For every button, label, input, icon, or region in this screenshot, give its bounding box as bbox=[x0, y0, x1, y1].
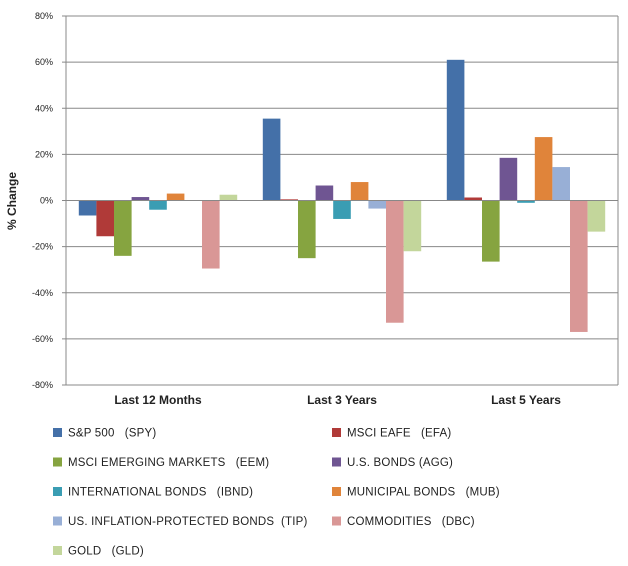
bar bbox=[298, 200, 316, 259]
bar bbox=[517, 200, 535, 203]
bar bbox=[386, 200, 404, 323]
y-tick-labels: -80% -60% -40% -20% 0% 20% 40% 60% 80% bbox=[32, 11, 53, 390]
y-tick-label: 60% bbox=[35, 57, 53, 67]
legend: S&P 500 (SPY) MSCI EAFE (EFA) MSCI EMERGIN… bbox=[53, 428, 500, 558]
bar bbox=[403, 200, 422, 252]
legend-swatch bbox=[332, 457, 341, 467]
x-category-label: Last 12 Months bbox=[114, 393, 202, 407]
legend-label: MSCI EAFE (EFA) bbox=[347, 428, 451, 440]
legend-label: US. INFLATION-PROTECTED BONDS (TIP) bbox=[68, 516, 308, 528]
bar bbox=[219, 194, 238, 201]
y-tick-label: 40% bbox=[35, 103, 53, 113]
bar bbox=[149, 200, 167, 210]
legend-swatch bbox=[53, 516, 62, 526]
legend-swatch bbox=[53, 428, 62, 437]
bar bbox=[350, 182, 369, 201]
bar bbox=[482, 200, 500, 262]
bar bbox=[262, 118, 281, 201]
legend-label: COMMODITIES (DBC) bbox=[347, 516, 475, 528]
legend-swatch bbox=[53, 487, 62, 496]
bar bbox=[131, 197, 150, 201]
y-tick-label: -60% bbox=[32, 334, 53, 344]
bar bbox=[78, 200, 97, 216]
bar bbox=[166, 193, 185, 201]
x-category-label: Last 5 Years bbox=[491, 393, 561, 407]
bar bbox=[464, 197, 482, 201]
y-tick-label: 20% bbox=[35, 149, 53, 159]
legend-label: MUNICIPAL BONDS (MUB) bbox=[347, 487, 500, 499]
axes bbox=[62, 15, 619, 386]
x-category-label: Last 3 Years bbox=[307, 393, 377, 407]
bar bbox=[96, 200, 114, 237]
bar bbox=[534, 137, 553, 201]
y-tick-label: 0% bbox=[40, 196, 53, 206]
legend-label: INTERNATIONAL BONDS (IBND) bbox=[68, 487, 253, 499]
legend-label: GOLD (GLD) bbox=[68, 546, 144, 558]
bar bbox=[333, 200, 351, 219]
x-category-labels: Last 12 Months Last 3 Years Last 5 Years bbox=[114, 393, 561, 407]
legend-label: U.S. BONDS (AGG) bbox=[347, 457, 453, 469]
legend-swatch bbox=[53, 546, 62, 555]
bar bbox=[114, 200, 132, 256]
y-axis-title: % Change bbox=[5, 172, 19, 230]
y-tick-label: -40% bbox=[32, 288, 53, 298]
y-tick-label: 80% bbox=[35, 11, 53, 21]
bar bbox=[499, 157, 518, 201]
bar bbox=[368, 200, 386, 209]
bar bbox=[280, 199, 298, 201]
bar bbox=[587, 200, 606, 232]
legend-swatch bbox=[332, 428, 341, 437]
legend-swatch bbox=[332, 487, 341, 496]
legend-label: S&P 500 (SPY) bbox=[68, 428, 156, 440]
y-tick-label: -20% bbox=[32, 242, 53, 252]
bar bbox=[552, 167, 570, 201]
legend-swatch bbox=[53, 457, 62, 467]
bar bbox=[315, 185, 334, 201]
legend-label: MSCI EMERGING MARKETS (EEM) bbox=[68, 457, 269, 469]
legend-swatch bbox=[332, 516, 341, 526]
bar bbox=[202, 200, 220, 269]
y-tick-label: -80% bbox=[32, 380, 53, 390]
bars bbox=[78, 59, 606, 332]
bar bbox=[570, 200, 588, 332]
bar bbox=[446, 59, 465, 201]
